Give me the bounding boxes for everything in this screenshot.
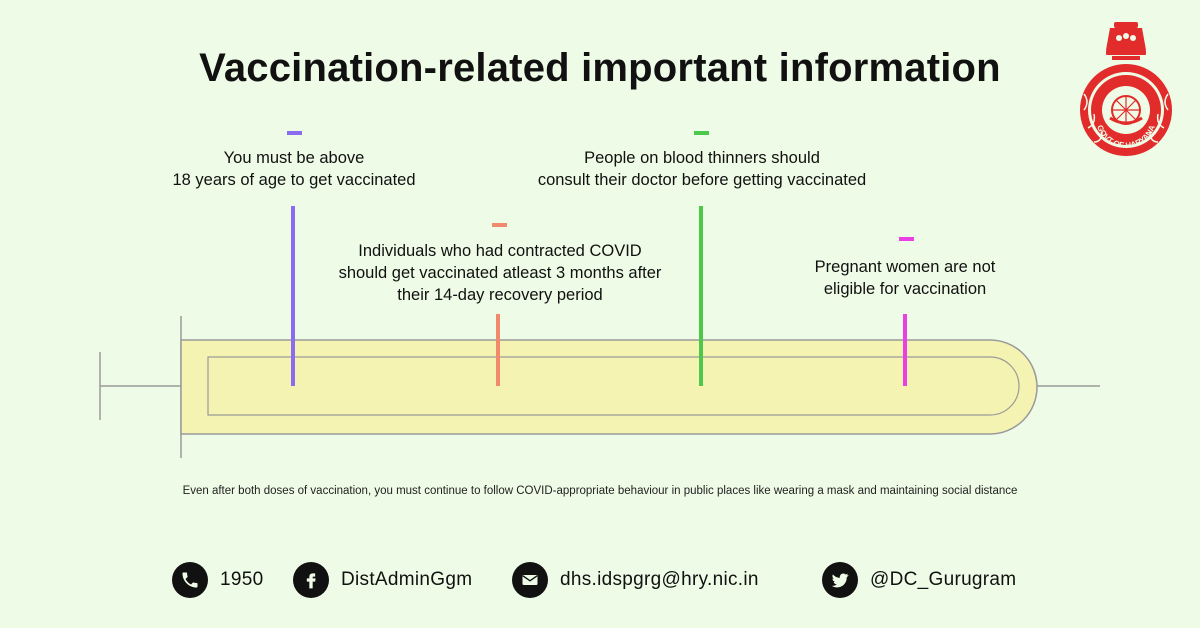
phone-number: 1950 [220, 569, 264, 590]
point-4-dash [899, 237, 914, 241]
facebook-handle: DistAdminGgm [341, 569, 473, 590]
point-1-dash [287, 131, 302, 135]
point-3-line-1: People on blood thinners should [584, 149, 820, 167]
point-1-text: You must be above 18 years of age to get… [144, 147, 444, 191]
contact-twitter[interactable]: @DC_Gurugram [822, 560, 1016, 600]
point-4-line-2: eligible for vaccination [823, 280, 987, 298]
page-title: Vaccination-related important informatio… [199, 46, 1001, 90]
phone-icon [172, 562, 208, 598]
point-3-line-2: consult their doctor before getting vacc… [537, 171, 867, 189]
point-1-line-1: You must be above [223, 149, 365, 167]
point-4-line-1: Pregnant women are not [814, 258, 996, 276]
point-2-line-2: should get vaccinated atleast 3 months a… [338, 264, 662, 282]
contact-bar: 1950 DistAdminGgm dhs.idspgrg@hry.nic.in… [0, 560, 1200, 600]
contact-phone[interactable]: 1950 [172, 560, 263, 600]
facebook-icon [293, 562, 329, 598]
twitter-handle: @DC_Gurugram [870, 569, 1017, 590]
footnote: Even after both doses of vaccination, yo… [182, 485, 1018, 497]
contact-facebook[interactable]: DistAdminGgm [293, 560, 472, 600]
point-1-line-2: 18 years of age to get vaccinated [172, 171, 416, 189]
syringe-barrel [180, 339, 1038, 435]
point-1-stem [291, 206, 295, 386]
point-4-text: Pregnant women are not eligible for vacc… [790, 256, 1020, 300]
email-address: dhs.idspgrg@hry.nic.in [560, 569, 759, 590]
point-3-dash [694, 131, 709, 135]
syringe-inner [207, 356, 1020, 416]
haryana-emblem-icon: GOVT OF HARYANA [1080, 22, 1172, 156]
email-icon [512, 562, 548, 598]
point-2-stem [496, 314, 500, 386]
point-2-line-3: their 14-day recovery period [397, 286, 603, 304]
point-4-stem [903, 314, 907, 386]
point-2-dash [492, 223, 507, 227]
point-3-text: People on blood thinners should consult … [500, 147, 904, 191]
point-2-line-1: Individuals who had contracted COVID [358, 242, 642, 260]
point-2-text: Individuals who had contracted COVID sho… [320, 240, 680, 306]
point-3-stem [699, 206, 703, 386]
contact-email[interactable]: dhs.idspgrg@hry.nic.in [512, 560, 759, 600]
twitter-icon [822, 562, 858, 598]
